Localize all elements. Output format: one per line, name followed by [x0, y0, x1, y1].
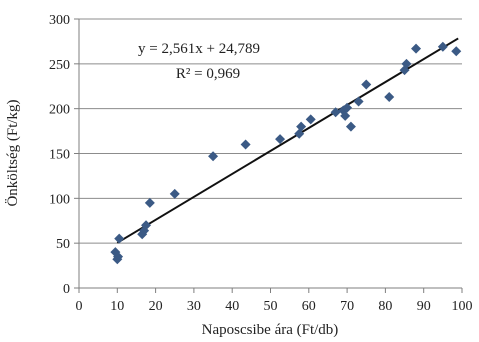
y-tick-label-100: 100	[49, 192, 70, 207]
x-tick-label-20: 20	[149, 299, 163, 314]
axes	[74, 18, 463, 293]
data-point	[141, 220, 152, 231]
x-tick-label-40: 40	[225, 299, 239, 314]
x-axis-label: Naposcsibe ára (Ft/db)	[202, 322, 339, 338]
x-tick-label-50: 50	[264, 299, 278, 314]
y-axis-label: Önköltség (Ft/kg)	[4, 99, 21, 206]
trendline	[116, 37, 459, 244]
data-point	[361, 79, 372, 90]
y-tick-label-50: 50	[56, 237, 70, 252]
y-tick-label-150: 150	[49, 148, 70, 163]
x-tick-labels: 0 10 20 30 40 50 60 70 80 90 100	[76, 299, 473, 314]
data-point	[296, 121, 307, 132]
data-point	[275, 134, 286, 145]
y-tick-label-0: 0	[63, 282, 70, 297]
data-point	[345, 121, 356, 132]
y-tick-label-250: 250	[49, 58, 70, 73]
x-tick-label-70: 70	[340, 299, 354, 314]
trendline-equation: y = 2,561x + 24,789	[138, 41, 260, 57]
data-point	[411, 43, 422, 54]
data-point	[169, 188, 180, 199]
data-point	[340, 110, 351, 121]
x-tick-label-0: 0	[76, 299, 83, 314]
data-point	[113, 251, 124, 262]
data-point	[240, 139, 251, 150]
data-point	[330, 107, 341, 118]
data-point	[353, 96, 364, 107]
data-point	[384, 92, 395, 103]
x-tick-label-10: 10	[110, 299, 124, 314]
data-point	[114, 233, 125, 244]
data-point	[208, 151, 219, 162]
gridlines	[79, 18, 462, 244]
x-tick-label-30: 30	[187, 299, 201, 314]
x-tick-label-90: 90	[417, 299, 431, 314]
x-tick-label-100: 100	[452, 299, 473, 314]
y-tick-label-200: 200	[49, 103, 70, 118]
data-point	[305, 114, 316, 125]
data-point	[342, 102, 353, 113]
x-tick-label-80: 80	[378, 299, 392, 314]
data-point	[401, 58, 412, 69]
data-point	[294, 128, 305, 139]
y-tick-labels: 0 50 100 150 200 250 300	[49, 13, 70, 297]
trendline-r2: R² = 0,969	[176, 66, 240, 82]
y-tick-label-300: 300	[49, 13, 70, 28]
data-points	[110, 41, 462, 265]
data-point	[451, 46, 462, 57]
x-tick-label-60: 60	[302, 299, 316, 314]
data-point	[437, 41, 448, 52]
data-point	[144, 197, 155, 208]
